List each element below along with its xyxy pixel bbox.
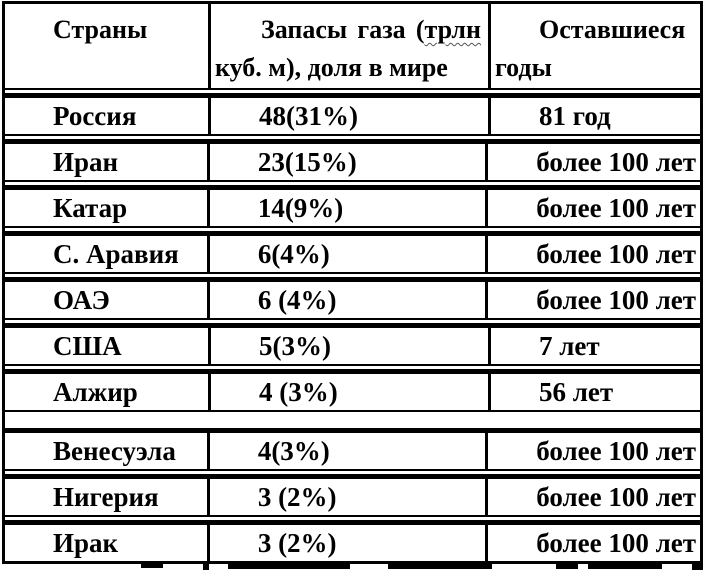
- cell-years: 56 лет: [488, 374, 700, 410]
- cropped-next-row-fragment: [141, 563, 163, 568]
- table-row-algeria: Алжир 4 (3%) 56 лет: [5, 374, 700, 410]
- cell-reserves: 14(9%): [206, 190, 485, 226]
- row-divider: [5, 469, 700, 479]
- cell-years: более 100 лет: [485, 144, 700, 180]
- cell-country: С. Аравия: [53, 239, 179, 269]
- cropped-next-row-fragment: [203, 562, 209, 570]
- table-row-iran: Иран 23(15%) более 100 лет: [5, 144, 700, 180]
- row-divider: [5, 226, 700, 236]
- cell-country: Россия: [53, 101, 137, 131]
- cell-reserves: 4(3%): [206, 433, 485, 469]
- header-reserves-line1: Запасы газа (трлн: [215, 11, 483, 49]
- cell-country: ОАЭ: [53, 285, 110, 315]
- cell-country: Иран: [53, 147, 119, 177]
- cell-reserves: 5(3%): [208, 328, 488, 364]
- cropped-next-row-fragment: [556, 563, 578, 569]
- header-reserves-line2: куб. м), доля в мире: [215, 53, 448, 82]
- cell-reserves: 4 (3%): [208, 374, 488, 410]
- cell-country: Катар: [53, 193, 128, 223]
- row-divider: [5, 180, 700, 190]
- header-reserves-word2: газа: [357, 15, 406, 44]
- section-divider: [5, 410, 700, 433]
- open-paren: (: [415, 15, 425, 44]
- header-cell-years: Оставшиеся годы: [488, 4, 700, 88]
- cell-years: более 100 лет: [485, 479, 700, 515]
- cell-years: более 100 лет: [485, 433, 700, 469]
- cell-country: Венесуэла: [53, 436, 176, 466]
- cell-country: Ирак: [53, 528, 119, 558]
- row-divider: [5, 88, 700, 98]
- row-divider: [5, 515, 700, 525]
- header-reserves-word1: Запасы: [261, 15, 348, 44]
- header-reserves-word3: (трлн: [416, 11, 481, 49]
- cell-country: Нигерия: [53, 482, 159, 512]
- header-countries-label: Страны: [53, 15, 148, 44]
- cell-years: более 100 лет: [485, 282, 700, 318]
- table-row-uae: ОАЭ 6 (4%) более 100 лет: [5, 282, 700, 318]
- cell-country: США: [53, 331, 122, 361]
- cell-years: более 100 лет: [485, 525, 700, 561]
- cell-years: 7 лет: [488, 328, 700, 364]
- cell-reserves: 3 (2%): [206, 479, 485, 515]
- header-cell-countries: Страны: [5, 4, 208, 88]
- cropped-next-row-fragment: [692, 563, 703, 570]
- cell-years: более 100 лет: [485, 190, 700, 226]
- cell-reserves: 6(4%): [206, 236, 485, 272]
- cell-reserves: 6 (4%): [206, 282, 485, 318]
- row-divider: [5, 364, 700, 374]
- table-row-nigeria: Нигерия 3 (2%) более 100 лет: [5, 479, 700, 515]
- table-header-row: Страны Запасы газа (трлн куб. м), доля в…: [5, 4, 700, 88]
- cell-reserves: 3 (2%): [206, 525, 485, 561]
- row-divider: [5, 134, 700, 144]
- cell-years: 81 год: [488, 98, 700, 134]
- cropped-next-row-fragment: [588, 564, 662, 569]
- spellcheck-squiggle-word: трлн: [424, 15, 481, 44]
- header-years-line2: годы: [495, 53, 552, 82]
- cell-reserves: 23(15%): [206, 144, 485, 180]
- row-divider: [5, 318, 700, 328]
- table-row-qatar: Катар 14(9%) более 100 лет: [5, 190, 700, 226]
- table-row-russia: Россия 48(31%) 81 год: [5, 98, 700, 134]
- table-row-venezuela: Венесуэла 4(3%) более 100 лет: [5, 433, 700, 469]
- cropped-next-row-fragment: [228, 564, 350, 569]
- cell-country: Алжир: [53, 377, 138, 407]
- header-years-line1: Оставшиеся: [539, 15, 686, 44]
- cell-reserves: 48(31%): [208, 98, 488, 134]
- cell-years: более 100 лет: [485, 236, 700, 272]
- table-row-saudi-arabia: С. Аравия 6(4%) более 100 лет: [5, 236, 700, 272]
- table-row-usa: США 5(3%) 7 лет: [5, 328, 700, 364]
- table-row-iraq: Ирак 3 (2%) более 100 лет: [5, 525, 700, 561]
- cropped-next-row-fragment: [388, 564, 492, 569]
- header-cell-reserves: Запасы газа (трлн куб. м), доля в мире: [208, 4, 488, 88]
- row-divider: [5, 272, 700, 282]
